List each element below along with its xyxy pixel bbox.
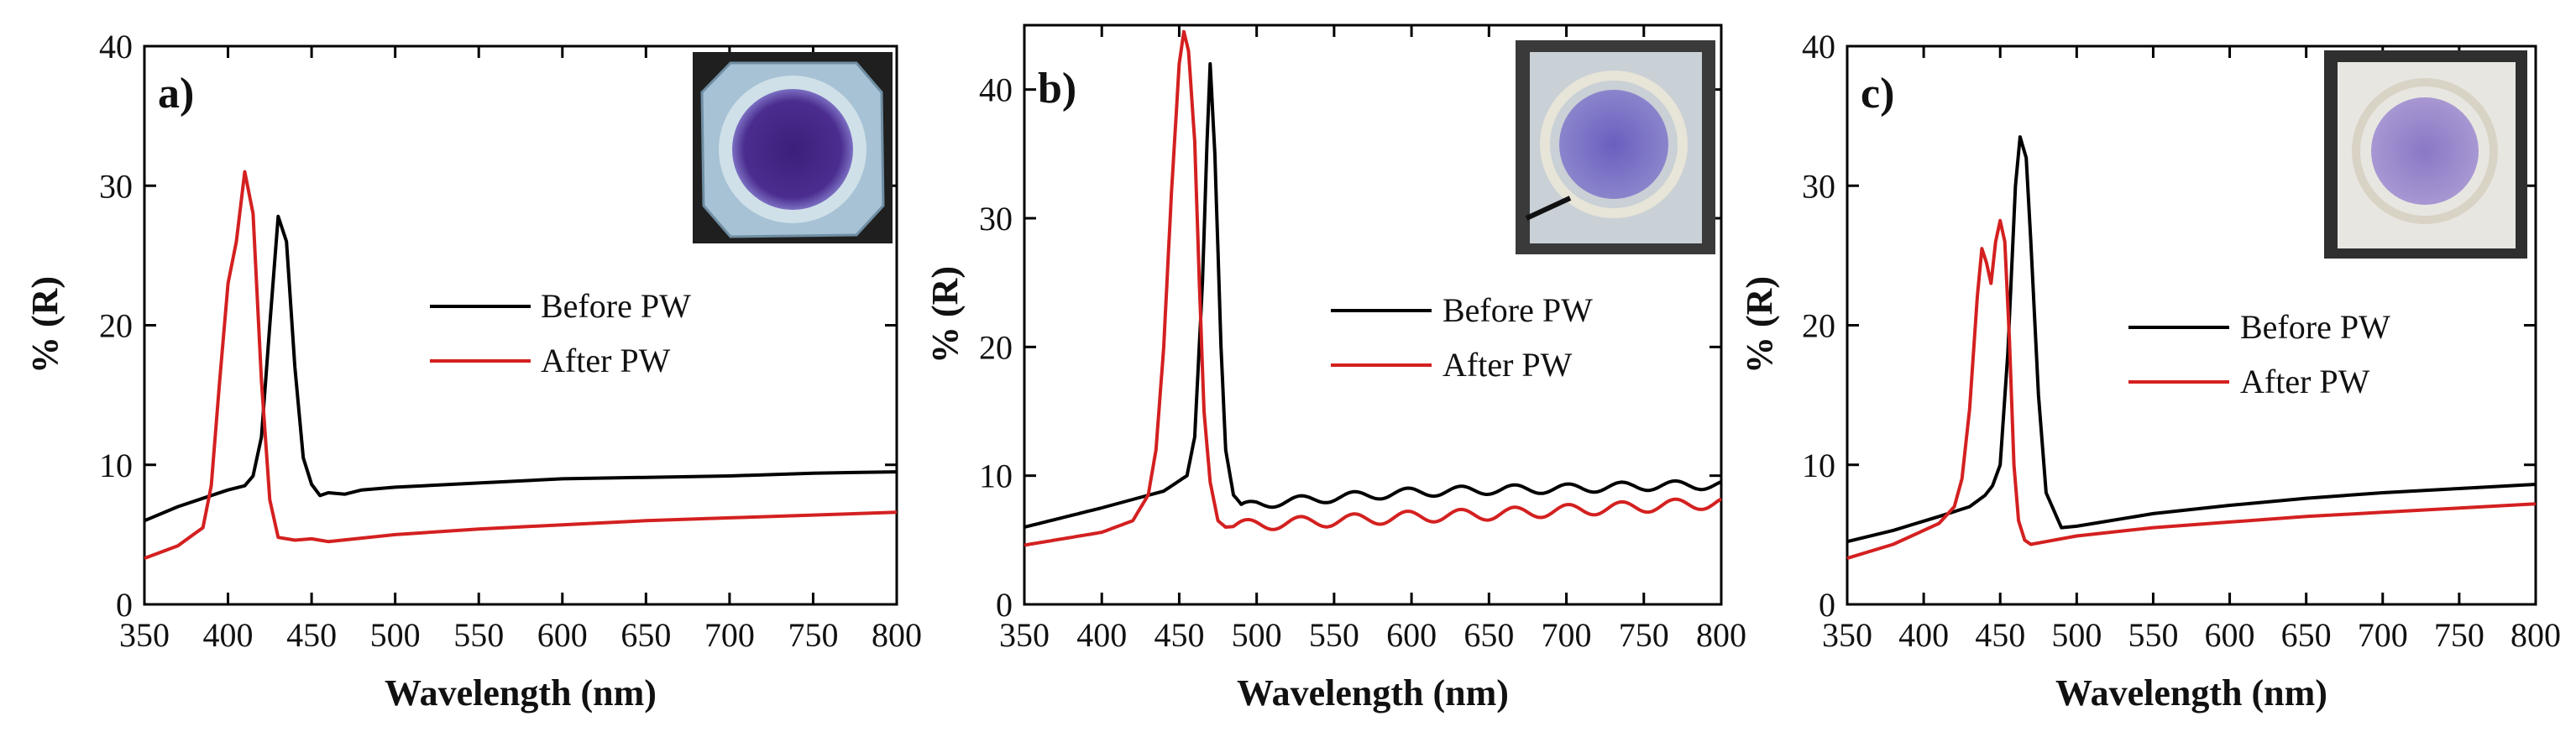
x-tick-label: 550: [2128, 616, 2178, 654]
x-tick-label: 400: [1898, 616, 1949, 654]
panel-label: c): [1861, 70, 1894, 118]
series-line-before-pw: [144, 214, 898, 523]
series-line-after-pw: [144, 170, 898, 560]
panel-b: 0 10 20 30 40 350 400 450 500 550 600 650 700 750 800…: [924, 24, 1746, 713]
series-layer: [1024, 29, 1723, 547]
x-tick-label: 500: [2051, 616, 2102, 654]
y-tick-label: 0: [996, 586, 1013, 624]
legend-label-before: Before PW: [2240, 308, 2390, 346]
x-tick-label: 700: [1542, 616, 1592, 654]
x-tick-label: 500: [370, 616, 421, 654]
x-tick-label: 550: [1309, 616, 1359, 654]
x-tick-label: 650: [1463, 616, 1514, 654]
y-ticks: 0 10 20 30 40: [1802, 28, 2536, 624]
sample-disc: [1559, 90, 1668, 199]
y-tick-label: 40: [1802, 28, 1835, 65]
sample-photo: [1516, 40, 1715, 254]
legend: Before PW After PW: [430, 287, 691, 379]
x-tick-label: 500: [1232, 616, 1282, 654]
y-ticks: 0 10 20 30 40: [99, 28, 897, 624]
x-tick-label: 400: [1076, 616, 1127, 654]
x-tick-label: 800: [1696, 616, 1746, 654]
y-tick-label: 30: [99, 167, 133, 205]
y-axis-title: % (R): [924, 266, 966, 363]
series-layer: [1846, 135, 2537, 561]
plot-frame: [1023, 24, 1723, 606]
x-ticks: 350 400 450 500 550 600 650 700 750 800: [119, 46, 922, 654]
legend-label-before: Before PW: [1442, 291, 1593, 329]
x-tick-label: 600: [1386, 616, 1437, 654]
x-tick-label: 350: [999, 616, 1050, 654]
x-tick-label: 700: [704, 616, 755, 654]
x-tick-label: 450: [1154, 616, 1204, 654]
x-tick-label: 650: [2281, 616, 2332, 654]
x-tick-label: 800: [2511, 616, 2561, 654]
x-axis-title: Wavelength (nm): [1237, 672, 1509, 713]
x-tick-label: 600: [537, 616, 588, 654]
legend-label-after: After PW: [1442, 346, 1573, 384]
x-ticks: 350 400 450 500 550 600 650 700 750 800: [1822, 46, 2561, 654]
y-tick-label: 40: [99, 28, 133, 65]
y-tick-label: 20: [979, 328, 1013, 366]
legend-label-after: After PW: [541, 342, 671, 379]
x-tick-label: 750: [1619, 616, 1669, 654]
x-tick-label: 750: [2434, 616, 2484, 654]
x-tick-label: 700: [2358, 616, 2408, 654]
x-tick-label: 350: [1822, 616, 1872, 654]
series-line-after-pw: [1024, 29, 1723, 547]
y-tick-label: 40: [979, 71, 1013, 109]
panel-c: 0 10 20 30 40 350 400 450 500 550 600 650 700 750 800…: [1739, 28, 2561, 713]
x-tick-label: 450: [286, 616, 337, 654]
x-axis-title: Wavelength (nm): [2055, 672, 2327, 713]
x-tick-label: 400: [203, 616, 254, 654]
sample-ring: [2352, 78, 2498, 224]
y-tick-label: 20: [99, 307, 133, 345]
legend: Before PW After PW: [2128, 308, 2390, 400]
series-line-before-pw: [1024, 62, 1722, 529]
panel-label: a): [158, 70, 194, 118]
legend: Before PW After PW: [1331, 291, 1593, 384]
y-axis-title: % (R): [1739, 276, 1780, 374]
y-tick-label: 20: [1802, 307, 1835, 345]
sample-photo: [2324, 50, 2527, 259]
x-axis-title: Wavelength (nm): [385, 672, 657, 713]
series-layer: [144, 170, 898, 560]
y-tick-label: 30: [979, 200, 1013, 238]
panel-label: b): [1038, 65, 1076, 112]
x-tick-label: 800: [872, 616, 922, 654]
sample-disc: [732, 89, 853, 210]
y-tick-label: 10: [979, 457, 1013, 495]
y-tick-label: 30: [1802, 167, 1835, 205]
legend-label-after: After PW: [2240, 363, 2370, 400]
x-tick-label: 450: [1975, 616, 2025, 654]
sample-disc: [2371, 97, 2479, 205]
y-tick-label: 10: [99, 447, 133, 484]
x-tick-label: 600: [2205, 616, 2255, 654]
x-tick-label: 750: [788, 616, 838, 654]
x-tick-label: 650: [620, 616, 671, 654]
tweezer-tip: [1525, 196, 1572, 221]
x-tick-label: 550: [453, 616, 504, 654]
panel-a: 0 10 20 30 40 350 400 450 500 550 600 650 700 750 800…: [24, 28, 922, 713]
x-ticks: 350 400 450 500 550 600 650 700 750 800: [999, 25, 1746, 654]
y-tick-label: 0: [116, 586, 133, 624]
legend-label-before: Before PW: [541, 287, 691, 325]
series-line-before-pw: [1846, 135, 2537, 544]
y-axis-title: % (R): [24, 276, 65, 374]
series-line-after-pw: [1846, 218, 2537, 561]
x-tick-label: 350: [119, 616, 170, 654]
sample-photo: [693, 52, 893, 243]
y-tick-label: 0: [1819, 586, 1835, 624]
sample-ring: [1540, 71, 1688, 218]
y-tick-label: 10: [1802, 447, 1835, 484]
